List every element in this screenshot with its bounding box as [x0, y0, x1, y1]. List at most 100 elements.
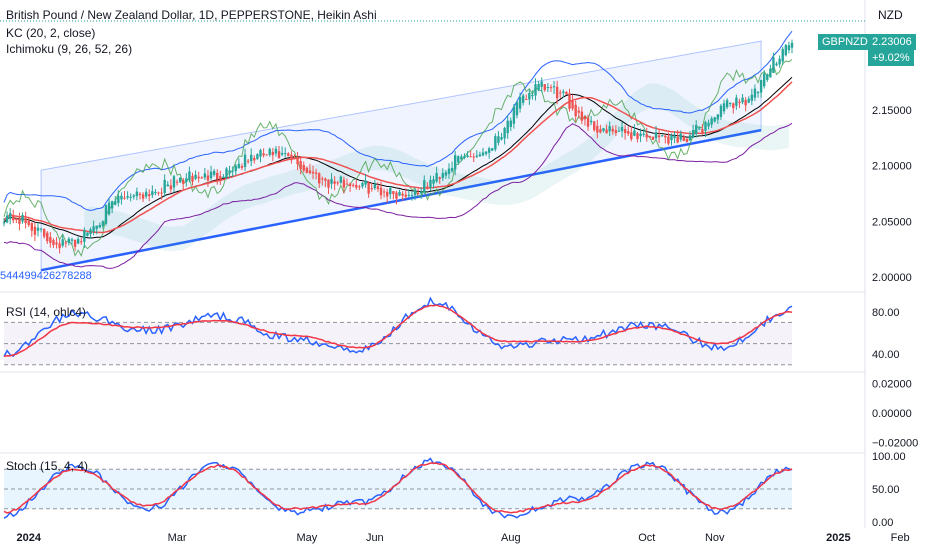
candle[interactable] — [191, 175, 194, 182]
candle[interactable] — [216, 172, 219, 180]
candle[interactable] — [182, 180, 185, 184]
candle[interactable] — [614, 130, 618, 134]
candle[interactable] — [169, 185, 173, 190]
candle[interactable] — [435, 172, 438, 182]
candle[interactable] — [472, 156, 475, 158]
candle[interactable] — [620, 126, 624, 132]
candle[interactable] — [104, 204, 108, 224]
candle[interactable] — [333, 181, 336, 184]
candle[interactable] — [766, 74, 769, 80]
candle[interactable] — [685, 138, 689, 143]
candle[interactable] — [676, 136, 679, 143]
candle[interactable] — [141, 194, 145, 199]
candle[interactable] — [531, 94, 534, 97]
candle[interactable] — [92, 226, 95, 232]
candle[interactable] — [342, 179, 346, 188]
candle[interactable] — [713, 117, 716, 122]
candle[interactable] — [351, 184, 355, 186]
candle[interactable] — [129, 196, 132, 198]
candle[interactable] — [376, 186, 380, 190]
candle[interactable] — [707, 122, 710, 127]
candle[interactable] — [15, 218, 18, 221]
candle[interactable] — [648, 135, 652, 138]
candle[interactable] — [725, 100, 729, 108]
candle[interactable] — [225, 168, 228, 178]
candle[interactable] — [73, 240, 77, 247]
candle[interactable] — [762, 73, 766, 87]
stoch-pane[interactable] — [3, 457, 793, 519]
candle[interactable] — [314, 172, 318, 174]
candle[interactable] — [166, 184, 169, 187]
candle[interactable] — [630, 132, 633, 140]
candle[interactable] — [345, 183, 349, 185]
candle[interactable] — [528, 93, 531, 100]
candle[interactable] — [5, 215, 9, 223]
candle[interactable] — [688, 135, 692, 141]
candle[interactable] — [21, 215, 24, 222]
candle[interactable] — [463, 156, 466, 158]
candle[interactable] — [744, 99, 747, 106]
candle[interactable] — [18, 219, 21, 224]
candle[interactable] — [571, 101, 574, 109]
candle[interactable] — [234, 165, 237, 172]
candle[interactable] — [756, 91, 760, 94]
candle[interactable] — [559, 92, 562, 94]
candle[interactable] — [753, 88, 757, 98]
candle[interactable] — [710, 118, 713, 125]
candle[interactable] — [534, 84, 537, 96]
candle[interactable] — [274, 148, 278, 154]
candle[interactable] — [305, 167, 309, 173]
candle[interactable] — [546, 87, 550, 89]
candle[interactable] — [36, 227, 40, 231]
candle[interactable] — [450, 167, 454, 172]
candle[interactable] — [617, 130, 621, 132]
candle[interactable] — [549, 87, 553, 89]
time-axis[interactable]: 2024 Mar May Jun Aug Oct Nov 2025 Feb — [16, 532, 909, 544]
candle[interactable] — [453, 155, 457, 170]
candle[interactable] — [172, 176, 176, 188]
candle[interactable] — [206, 175, 210, 181]
candle[interactable] — [379, 187, 383, 196]
candle[interactable] — [555, 86, 559, 99]
candle[interactable] — [419, 191, 423, 194]
candle[interactable] — [148, 194, 151, 197]
candle[interactable] — [735, 97, 738, 106]
candle[interactable] — [24, 218, 27, 224]
candle[interactable] — [327, 179, 330, 188]
candle[interactable] — [426, 186, 429, 189]
candle[interactable] — [250, 154, 253, 162]
candle[interactable] — [83, 230, 86, 242]
candle[interactable] — [89, 229, 92, 235]
candle[interactable] — [259, 150, 262, 157]
candle[interactable] — [673, 135, 676, 139]
candle[interactable] — [95, 225, 98, 229]
candle[interactable] — [583, 116, 587, 120]
candle[interactable] — [42, 228, 46, 237]
candle[interactable] — [188, 171, 191, 181]
candle[interactable] — [633, 130, 636, 136]
candle[interactable] — [160, 192, 163, 194]
candle[interactable] — [178, 177, 182, 183]
candle[interactable] — [602, 128, 605, 131]
candle[interactable] — [521, 95, 525, 103]
stoch-axis[interactable]: 100.00 50.00 0.00 — [872, 451, 906, 529]
candle[interactable] — [2, 222, 6, 224]
candle[interactable] — [704, 121, 707, 131]
candle[interactable] — [642, 133, 645, 135]
candle[interactable] — [157, 192, 160, 194]
candle[interactable] — [200, 177, 203, 179]
candle[interactable] — [98, 225, 101, 228]
candle[interactable] — [423, 180, 426, 193]
candle[interactable] — [61, 239, 64, 246]
candle[interactable] — [237, 163, 241, 169]
candle[interactable] — [719, 105, 723, 117]
candle[interactable] — [324, 178, 327, 181]
candle[interactable] — [58, 243, 61, 249]
candle[interactable] — [209, 171, 213, 179]
candle[interactable] — [593, 121, 596, 131]
candle[interactable] — [339, 176, 343, 183]
candle[interactable] — [163, 179, 166, 193]
candle[interactable] — [404, 194, 407, 197]
